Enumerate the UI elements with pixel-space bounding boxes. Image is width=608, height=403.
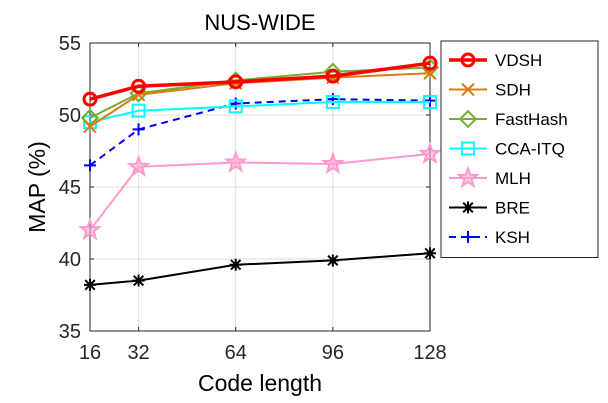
- x-axis-title: Code length: [198, 370, 322, 396]
- data-point-circle: [460, 52, 476, 68]
- legend-label: SDH: [495, 81, 531, 100]
- legend-item-vdsh: VDSH: [449, 51, 542, 70]
- data-point-square: [228, 99, 243, 114]
- x-tick-label: 128: [413, 342, 446, 364]
- data-point-square: [325, 95, 340, 110]
- data-point-asterisk: [424, 247, 436, 260]
- data-point-square: [461, 141, 475, 156]
- axis-ticks: 35 40 45 50 55 16 32 64 96 128: [59, 33, 447, 364]
- x-tick-label: 96: [322, 342, 344, 364]
- legend-label: VDSH: [495, 51, 542, 70]
- data-point-star: [223, 149, 248, 173]
- data-point-asterisk: [84, 278, 96, 291]
- chart-title: NUS-WIDE: [204, 10, 315, 35]
- data-point-star: [78, 217, 102, 241]
- data-point-plus: [229, 97, 242, 110]
- series-cca-itq: [83, 95, 437, 130]
- series-mlh: [78, 141, 442, 241]
- legend-item-cca-itq: CCA-ITQ: [449, 140, 565, 159]
- data-point-asterisk: [132, 274, 145, 287]
- y-tick-label: 50: [59, 105, 81, 127]
- series-line: [89, 101, 430, 124]
- data-point-star: [456, 165, 480, 189]
- data-point-asterisk: [229, 258, 242, 271]
- data-point-square: [423, 95, 437, 110]
- x-tick-label: 64: [225, 342, 247, 364]
- data-point-star: [320, 151, 345, 175]
- y-tick-label: 40: [59, 249, 81, 271]
- data-point-plus: [326, 93, 339, 106]
- series-line: [89, 61, 431, 101]
- y-tick-label: 35: [59, 321, 81, 343]
- legend-item-mlh: MLH: [449, 165, 531, 189]
- data-point-plus: [132, 123, 145, 136]
- series-group: [78, 55, 442, 291]
- data-point-asterisk: [462, 201, 474, 214]
- legend-label: MLH: [495, 169, 531, 188]
- x-tick-label: 16: [79, 342, 101, 364]
- data-point-circle: [82, 91, 98, 107]
- data-point-diamond: [323, 62, 343, 82]
- data-point-circle: [228, 74, 244, 90]
- data-point-circle: [131, 78, 147, 94]
- data-point-plus: [84, 159, 96, 172]
- y-tick-label: 45: [59, 177, 81, 199]
- legend-label: BRE: [495, 199, 530, 218]
- data-point-plus: [462, 231, 474, 243]
- series-vdsh: [82, 55, 438, 107]
- data-point-star: [126, 154, 151, 178]
- legend: VDSH SDH FastHash CCA-ITQ MLH BRE KSH: [440, 40, 599, 258]
- legend-label: KSH: [495, 228, 530, 247]
- data-point-x: [83, 119, 97, 134]
- data-point-x: [461, 82, 475, 97]
- legend-item-fasthash: FastHash: [449, 109, 568, 129]
- series-line: [89, 98, 431, 167]
- data-point-diamond: [458, 109, 478, 129]
- series-bre: [84, 247, 436, 291]
- data-point-circle: [325, 68, 341, 84]
- data-point-star: [418, 141, 442, 164]
- y-axis-title: MAP (%): [24, 141, 50, 233]
- data-point-square: [131, 103, 146, 118]
- legend-label: FastHash: [495, 110, 568, 129]
- data-point-circle: [422, 55, 438, 71]
- data-point-asterisk: [326, 254, 339, 267]
- legend-item-ksh: KSH: [449, 228, 530, 247]
- y-tick-label: 55: [59, 33, 81, 55]
- x-tick-label: 32: [127, 342, 149, 364]
- legend-item-sdh: SDH: [449, 81, 531, 100]
- legend-item-bre: BRE: [449, 199, 530, 218]
- legend-label: CCA-ITQ: [495, 140, 565, 159]
